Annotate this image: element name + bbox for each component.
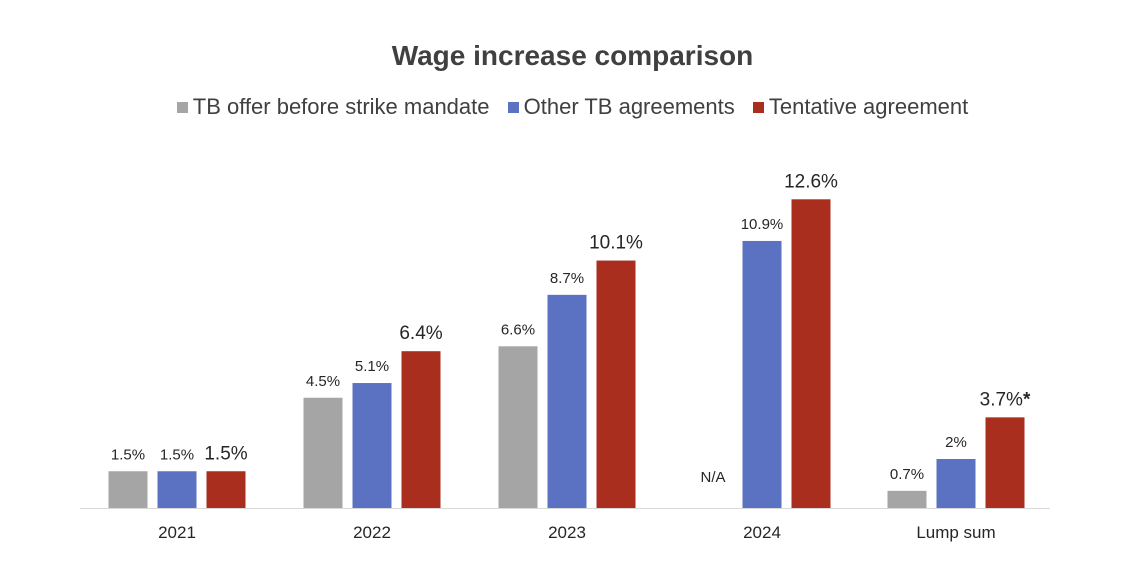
bar-lump-sum-tb-offer-before-strike-mandate: [887, 490, 927, 508]
x-tick-label-2022: 2022: [353, 523, 391, 542]
legend-item-other-tb: Other TB agreements: [507, 94, 735, 120]
data-label-2021-tentative-agreement: 1.5%: [204, 443, 247, 464]
bar-2023-tb-offer-before-strike-mandate: [498, 346, 538, 508]
x-tick-label-2024: 2024: [743, 523, 781, 542]
legend-swatch-other-tb: [507, 102, 519, 113]
data-label-2022-tentative-agreement: 6.4%: [399, 323, 442, 344]
x-tick-label-2023: 2023: [548, 523, 586, 542]
bar-2024-other-tb-agreements: [742, 240, 782, 508]
bar-2024-tentative-agreement: [791, 199, 831, 509]
data-label-2024-tb-offer-before-strike-mandate: N/A: [700, 469, 725, 486]
data-label-2022-tb-offer-before-strike-mandate: 4.5%: [306, 373, 340, 390]
data-label-2021-other-tb-agreements: 1.5%: [160, 446, 194, 463]
legend: TB offer before strike mandate Other TB …: [0, 94, 1145, 120]
bar-2021-tb-offer-before-strike-mandate: [108, 471, 148, 508]
annotation-asterisk: *: [1023, 389, 1031, 410]
legend-item-tentative: Tentative agreement: [752, 94, 969, 120]
bar-2021-other-tb-agreements: [157, 471, 197, 508]
legend-item-tb-offer: TB offer before strike mandate: [176, 94, 490, 120]
x-tick-label-lump-sum: Lump sum: [916, 523, 995, 542]
data-label-2021-tb-offer-before-strike-mandate: 1.5%: [111, 446, 145, 463]
data-label-2024-tentative-agreement: 12.6%: [784, 171, 838, 192]
data-label-2023-other-tb-agreements: 8.7%: [550, 270, 584, 287]
legend-swatch-tentative: [752, 102, 764, 113]
bar-2021-tentative-agreement: [206, 471, 246, 508]
data-label-lump-sum-tb-offer-before-strike-mandate: 0.7%: [890, 466, 924, 483]
bar-2022-tentative-agreement: [401, 351, 441, 508]
data-label-lump-sum-other-tb-agreements: 2%: [945, 434, 967, 451]
data-label-2022-other-tb-agreements: 5.1%: [355, 358, 389, 375]
data-label-2024-other-tb-agreements: 10.9%: [741, 216, 784, 233]
bar-2023-other-tb-agreements: [547, 294, 587, 508]
legend-label-tb-offer: TB offer before strike mandate: [192, 94, 490, 119]
bar-lump-sum-other-tb-agreements: [936, 459, 976, 508]
bar-2023-tentative-agreement: [596, 260, 636, 508]
data-label-2023-tb-offer-before-strike-mandate: 6.6%: [501, 321, 535, 338]
data-label-lump-sum-tentative-agreement: 3.7%*: [980, 389, 1031, 410]
legend-swatch-tb-offer: [176, 102, 188, 113]
legend-label-tentative: Tentative agreement: [768, 94, 969, 119]
legend-label-other-tb: Other TB agreements: [523, 94, 735, 119]
bar-2022-tb-offer-before-strike-mandate: [303, 397, 343, 508]
chart-title: Wage increase comparison: [391, 40, 754, 71]
bar-2022-other-tb-agreements: [352, 383, 392, 508]
data-label-2023-tentative-agreement: 10.1%: [589, 233, 643, 254]
bar-lump-sum-tentative-agreement: [985, 417, 1025, 508]
x-tick-label-2021: 2021: [158, 523, 196, 542]
